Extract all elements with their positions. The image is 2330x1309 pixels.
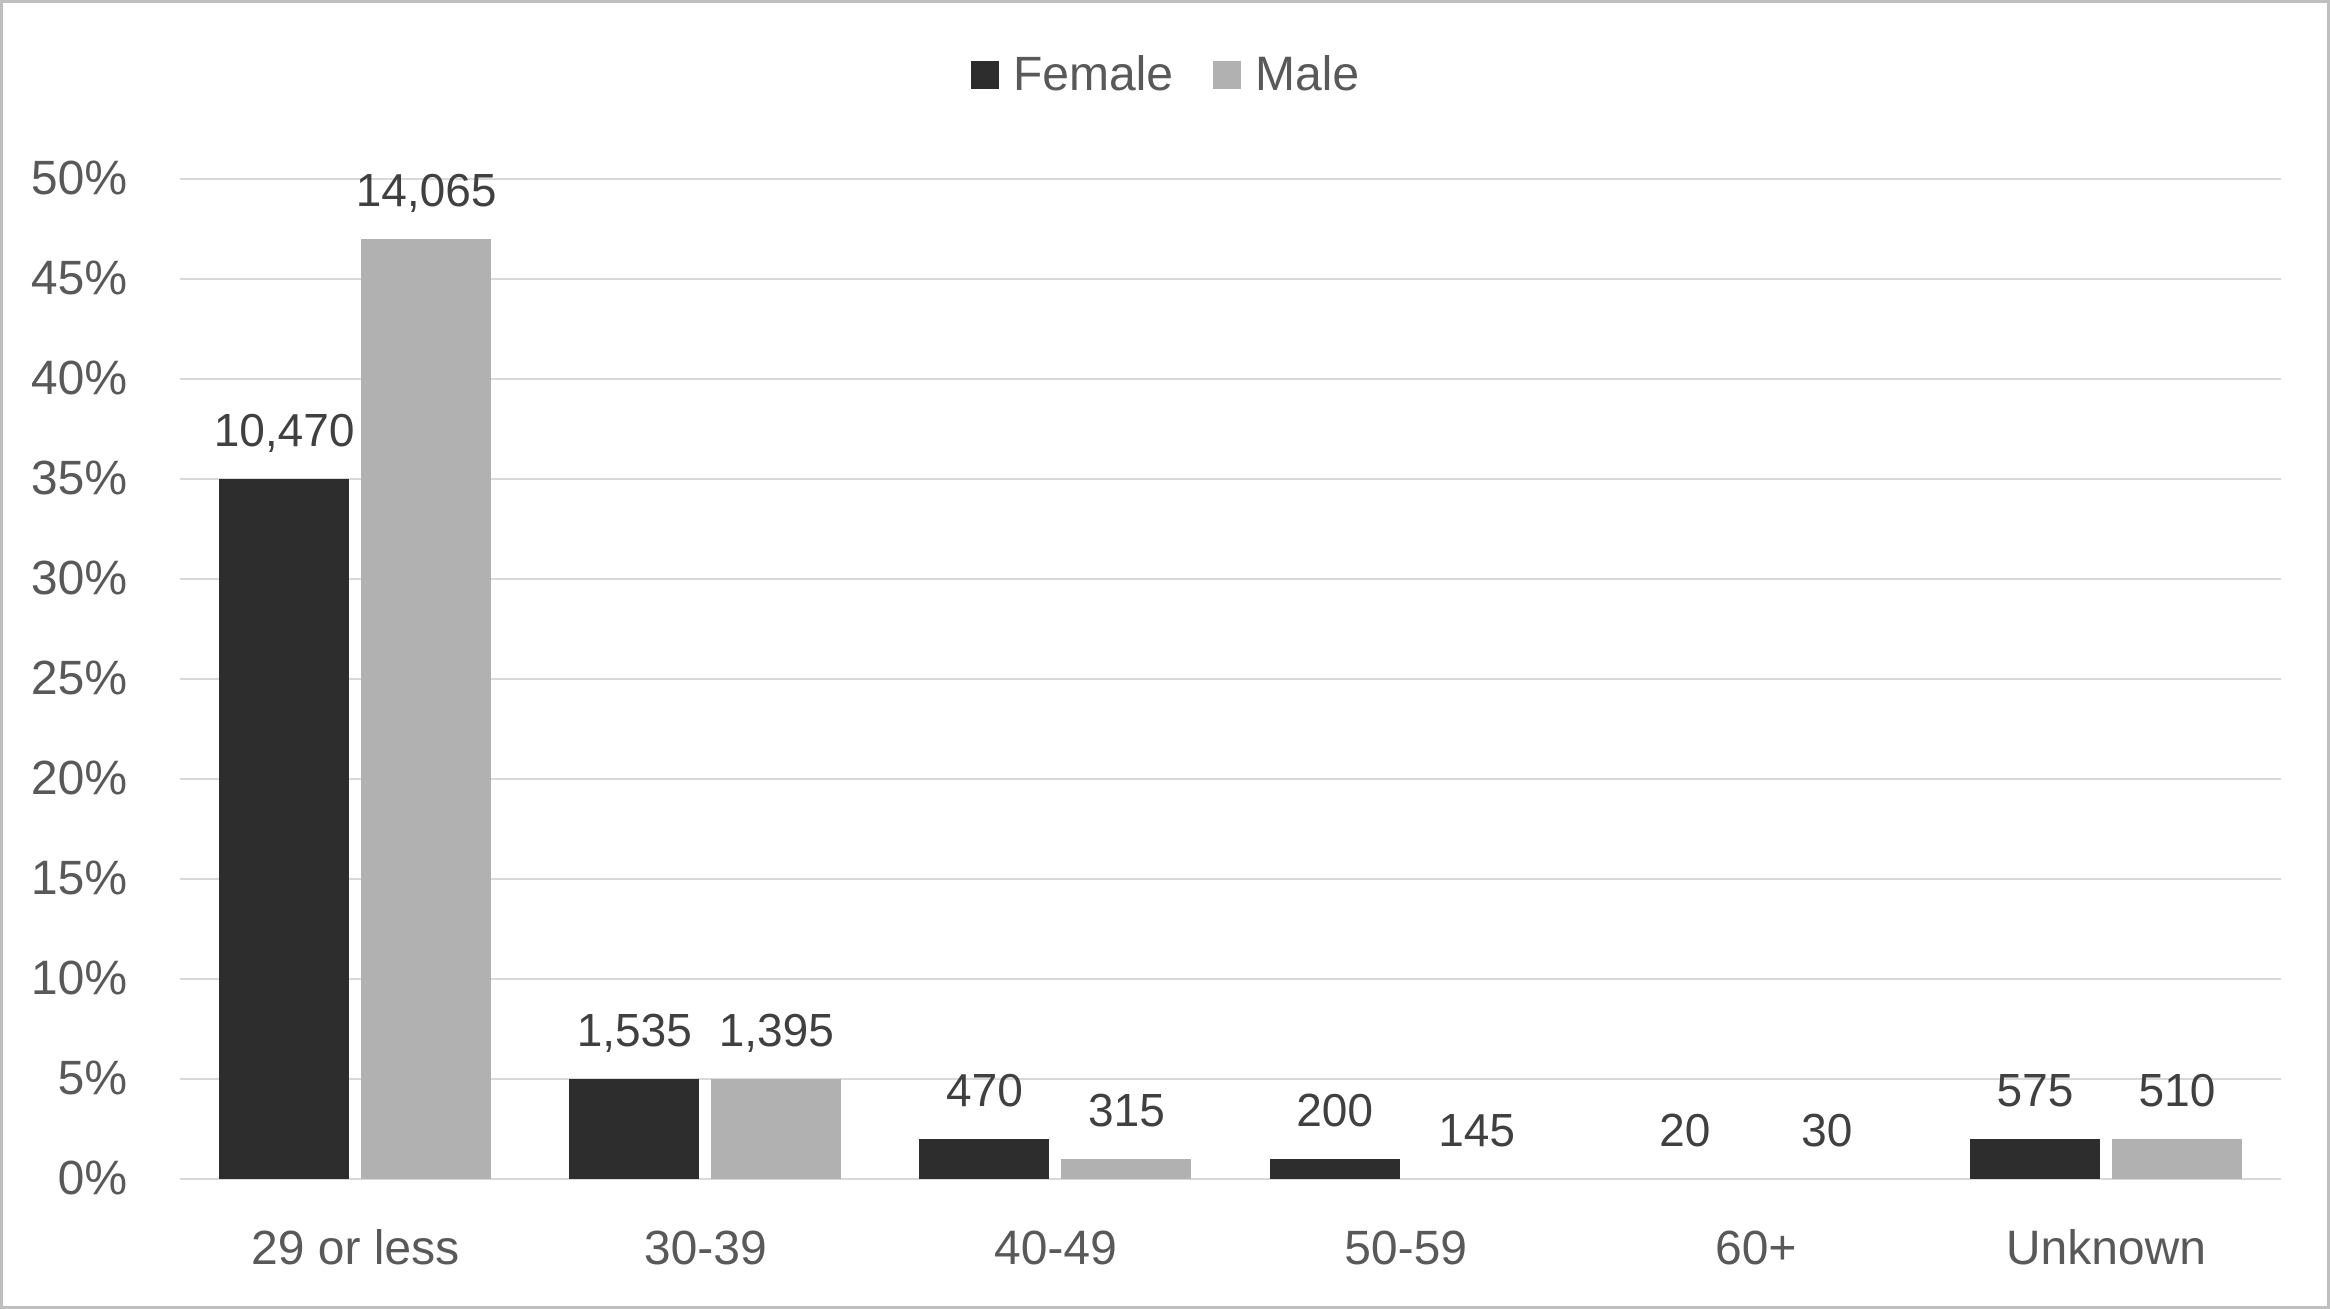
x-tick-label: Unknown [2005, 1222, 2206, 1275]
data-label-male: 30 [1801, 1104, 1853, 1156]
bar-female-29-or-less [219, 479, 350, 1179]
bar-male-unknown [2111, 1139, 2242, 1179]
x-tick-label: 40-49 [994, 1222, 1117, 1275]
data-label-male: 1,395 [718, 1004, 834, 1056]
bar-male-29-or-less [361, 239, 492, 1179]
x-tick-label: 50-59 [1344, 1222, 1467, 1275]
y-tick-label: 20% [30, 752, 127, 805]
gridline [180, 578, 2281, 580]
gridline [180, 478, 2281, 480]
y-tick-label: 0% [57, 1152, 127, 1205]
gridline [180, 978, 2281, 980]
data-label-female: 20 [1659, 1104, 1711, 1156]
gridline [180, 178, 2281, 180]
data-label-female: 10,470 [213, 404, 355, 456]
y-tick-label: 40% [30, 352, 127, 405]
y-tick-label: 25% [30, 652, 127, 705]
gridline [180, 1078, 2281, 1080]
legend-item-female: Female [970, 47, 1173, 102]
bar-female-unknown [1969, 1139, 2100, 1179]
data-label-male: 145 [1438, 1104, 1515, 1156]
y-tick-label: 5% [57, 1052, 127, 1105]
data-label-female: 1,535 [576, 1004, 692, 1056]
y-tick-label: 15% [30, 852, 127, 905]
gridline [180, 278, 2281, 280]
legend-label-female: Female [1012, 48, 1173, 101]
legend: Female Male [3, 47, 2327, 102]
bar-female-50-59 [1269, 1159, 1400, 1179]
y-tick-label: 35% [30, 452, 127, 505]
data-label-female: 470 [946, 1064, 1023, 1116]
bar-female-40-49 [919, 1139, 1050, 1179]
y-tick-label: 50% [30, 152, 127, 205]
bar-male-40-49 [1061, 1159, 1192, 1179]
gridline [180, 378, 2281, 380]
female-swatch [970, 60, 999, 89]
male-swatch [1213, 60, 1241, 89]
gridline [180, 778, 2281, 780]
data-label-male: 14,065 [355, 164, 497, 216]
y-tick-label: 30% [30, 552, 127, 605]
gridline [180, 878, 2281, 880]
bar-male-30-39 [711, 1079, 842, 1179]
x-tick-label: 29 or less [251, 1222, 460, 1275]
legend-label-male: Male [1255, 48, 1360, 101]
x-tick-label: 30-39 [643, 1222, 767, 1275]
x-tick-label: 60+ [1715, 1222, 1797, 1275]
data-label-male: 510 [2138, 1064, 2216, 1116]
y-tick-label: 45% [30, 252, 127, 305]
gridline [180, 1178, 2281, 1180]
data-label-male: 315 [1088, 1084, 1165, 1136]
y-tick-label: 10% [30, 952, 127, 1005]
data-label-female: 575 [1996, 1064, 2074, 1116]
gridline [180, 678, 2281, 680]
bar-female-30-39 [569, 1079, 700, 1179]
data-label-female: 200 [1296, 1084, 1373, 1136]
plot-area: 10,470 14,065 1,535 1,395 470 315 200 145 20 30 57… [180, 167, 2281, 1180]
legend-item-male: Male [1213, 47, 1359, 102]
